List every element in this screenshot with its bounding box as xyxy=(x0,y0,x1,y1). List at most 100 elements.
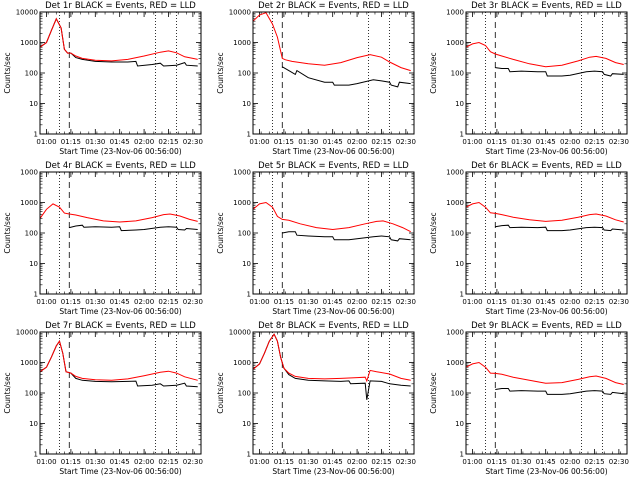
x-tick-label: 02:30 xyxy=(183,138,203,146)
lld-series-line xyxy=(466,41,624,68)
x-tick-label: 02:30 xyxy=(396,298,416,306)
y-axis-label: Counts/sec xyxy=(216,212,225,253)
y-tick-label: 1000 xyxy=(446,329,464,337)
y-tick-label: 10000 xyxy=(229,329,251,337)
plot-frame xyxy=(465,171,628,295)
panel-7: Det 7r BLACK = Events, RED = LLD Start Tim… xyxy=(3,321,203,476)
y-tick-label: 1000 xyxy=(233,359,251,367)
detector-name: Det 3r xyxy=(471,1,498,11)
y-tick-label: 1000 xyxy=(446,39,464,47)
y-tick-label: 1000 xyxy=(20,169,38,177)
x-tick-label: 02:30 xyxy=(609,138,629,146)
panel-title: Det 9r BLACK = Events, RED = LLD xyxy=(471,321,622,331)
x-tick-label: 01:45 xyxy=(536,138,556,146)
events-series-line xyxy=(495,67,624,77)
y-tick-label: 1000 xyxy=(446,169,464,177)
lld-series-line xyxy=(40,203,198,223)
panel-2: Det 2r BLACK = Events, RED = LLD Start Tim… xyxy=(216,1,416,156)
x-tick-label: 02:30 xyxy=(609,298,629,306)
y-tick-label: 10000 xyxy=(229,9,251,17)
y-tick-label: 1000 xyxy=(446,199,464,207)
x-tick-label: 01:00 xyxy=(249,138,269,146)
legend-text: BLACK = Events, RED = LLD xyxy=(75,321,196,331)
x-axis-label: Start Time (23-Nov-06 00:56:00) xyxy=(272,467,394,476)
x-tick-label: 02:15 xyxy=(158,298,178,306)
panel-title: Det 3r BLACK = Events, RED = LLD xyxy=(471,1,622,11)
detector-name: Det 1r xyxy=(45,1,72,11)
x-axis-label: Start Time (23-Nov-06 00:56:00) xyxy=(59,467,181,476)
detector-name: Det 7r xyxy=(45,321,72,331)
legend-text: BLACK = Events, RED = LLD xyxy=(75,1,196,11)
x-tick-label: 01:30 xyxy=(298,298,318,306)
x-tick-label: 01:45 xyxy=(110,298,130,306)
x-tick-label: 01:15 xyxy=(61,458,81,466)
y-tick-label: 100 xyxy=(451,390,464,398)
y-tick-label: 1 xyxy=(247,451,251,459)
y-tick-label: 1 xyxy=(247,131,251,139)
plot-frame xyxy=(252,331,415,455)
panel-title: Det 5r BLACK = Events, RED = LLD xyxy=(258,161,409,171)
y-tick-label: 1000 xyxy=(446,9,464,17)
y-axis-label: Counts/sec xyxy=(429,212,438,253)
y-tick-label: 10000 xyxy=(16,329,38,337)
x-tick-label: 01:30 xyxy=(85,458,105,466)
x-tick-label: 01:30 xyxy=(85,138,105,146)
y-tick-label: 10 xyxy=(29,260,38,268)
panel-title: Det 7r BLACK = Events, RED = LLD xyxy=(45,321,196,331)
x-tick-label: 02:00 xyxy=(347,458,367,466)
legend-text: BLACK = Events, RED = LLD xyxy=(288,1,409,11)
panel-title: Det 6r BLACK = Events, RED = LLD xyxy=(471,161,622,171)
y-tick-label: 100 xyxy=(451,230,464,238)
x-tick-label: 01:45 xyxy=(323,298,343,306)
y-tick-label: 1000 xyxy=(233,39,251,47)
y-tick-label: 10 xyxy=(455,420,464,428)
panel-title: Det 1r BLACK = Events, RED = LLD xyxy=(45,1,196,11)
x-tick-label: 02:00 xyxy=(134,458,154,466)
events-series-line xyxy=(282,66,411,88)
x-tick-label: 02:15 xyxy=(371,298,391,306)
plot-frame xyxy=(39,331,202,455)
y-axis-label: Counts/sec xyxy=(3,372,12,413)
y-tick-label: 100 xyxy=(451,70,464,78)
panel-title: Det 4r BLACK = Events, RED = LLD xyxy=(45,161,196,171)
lld-series-line xyxy=(40,340,198,381)
x-tick-label: 01:45 xyxy=(536,458,556,466)
x-tick-label: 01:30 xyxy=(85,298,105,306)
x-tick-label: 01:15 xyxy=(487,138,507,146)
lld-series-line xyxy=(253,333,411,383)
x-axis-label: Start Time (23-Nov-06 00:56:00) xyxy=(485,147,607,156)
plot-frame xyxy=(252,171,415,295)
panel-5: Det 5r BLACK = Events, RED = LLD Start Tim… xyxy=(216,161,416,316)
lld-series-line xyxy=(466,361,624,385)
y-tick-label: 100 xyxy=(238,70,251,78)
x-tick-label: 01:45 xyxy=(323,138,343,146)
y-axis-label: Counts/sec xyxy=(429,52,438,93)
detector-name: Det 2r xyxy=(258,1,285,11)
y-tick-label: 10 xyxy=(242,260,251,268)
y-tick-label: 10 xyxy=(455,260,464,268)
x-tick-label: 02:30 xyxy=(183,458,203,466)
y-tick-label: 10 xyxy=(455,100,464,108)
x-tick-label: 02:15 xyxy=(158,138,178,146)
x-axis-label: Start Time (23-Nov-06 00:56:00) xyxy=(272,307,394,316)
x-tick-label: 01:00 xyxy=(249,298,269,306)
y-tick-label: 100 xyxy=(238,390,251,398)
x-tick-label: 02:00 xyxy=(134,298,154,306)
x-tick-label: 01:30 xyxy=(298,458,318,466)
x-tick-label: 01:15 xyxy=(274,138,294,146)
x-tick-label: 01:00 xyxy=(36,458,56,466)
y-tick-label: 1000 xyxy=(446,359,464,367)
x-tick-label: 01:00 xyxy=(249,458,269,466)
panel-3: Det 3r BLACK = Events, RED = LLD Start Tim… xyxy=(429,1,629,156)
y-axis-label: Counts/sec xyxy=(3,52,12,93)
panel-4: Det 4r BLACK = Events, RED = LLD Start Tim… xyxy=(3,161,203,316)
events-series-line xyxy=(495,224,624,232)
x-tick-label: 01:30 xyxy=(511,298,531,306)
x-tick-label: 01:00 xyxy=(36,138,56,146)
plot-frame xyxy=(252,11,415,135)
y-tick-label: 1 xyxy=(247,291,251,299)
panel-1: Det 1r BLACK = Events, RED = LLD Start Tim… xyxy=(3,1,203,156)
y-tick-label: 1000 xyxy=(233,169,251,177)
y-tick-label: 1 xyxy=(460,451,464,459)
panel-6: Det 6r BLACK = Events, RED = LLD Start Tim… xyxy=(429,161,629,316)
